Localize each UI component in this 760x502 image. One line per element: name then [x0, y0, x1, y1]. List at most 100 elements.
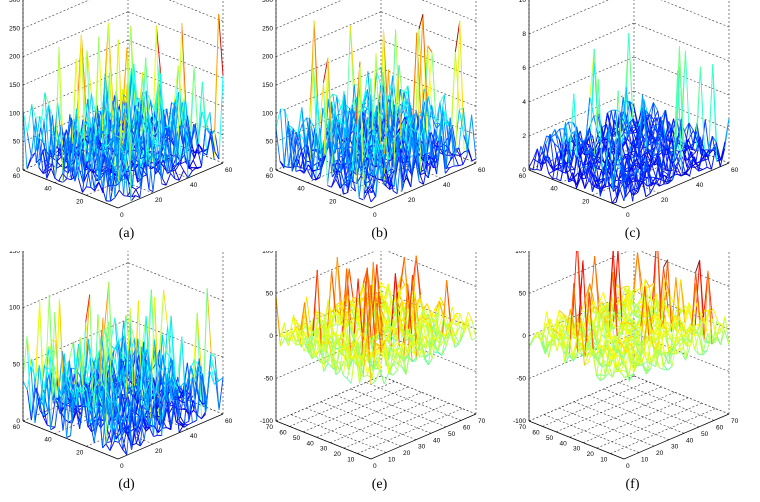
surface-line	[126, 84, 132, 201]
surface-line	[210, 354, 216, 372]
surface-line	[361, 90, 367, 105]
surface-line	[40, 365, 45, 401]
surface-line	[451, 125, 457, 150]
x-tick-label: 0	[120, 212, 124, 219]
surface-line	[75, 59, 81, 145]
surface-line	[688, 122, 694, 144]
surface-line	[114, 440, 119, 443]
surface-line	[467, 150, 473, 161]
surface-line	[56, 165, 61, 169]
surface-line	[110, 358, 116, 377]
surface-line	[127, 398, 132, 450]
surface-line	[580, 165, 585, 170]
surface-line	[151, 165, 156, 170]
surface-line	[123, 398, 129, 424]
surface-line	[327, 139, 333, 177]
surface-line	[612, 171, 617, 197]
surface-line	[462, 155, 468, 165]
surface-line	[164, 126, 169, 129]
surface-line	[83, 400, 89, 426]
surface-line	[393, 136, 399, 187]
surface-line	[59, 298, 64, 388]
surface-line	[174, 170, 180, 181]
z-tick-label: 0	[269, 167, 273, 174]
surface-line	[50, 149, 56, 178]
surface-line	[297, 107, 303, 138]
surface-line	[303, 139, 309, 171]
surface-line	[78, 129, 84, 167]
surface-line	[545, 156, 550, 158]
surface-line	[148, 408, 154, 427]
surface-line	[124, 173, 129, 182]
surface-line	[77, 407, 82, 412]
surface-line	[122, 426, 128, 434]
surface-line	[48, 106, 54, 154]
surface-line	[58, 180, 64, 183]
surface-plot-d: 0 20 40 60 20 40 60 0 50 100 150 (d)	[0, 251, 253, 502]
surface-line	[185, 101, 191, 161]
surface-line	[311, 178, 317, 181]
surface-line	[62, 373, 67, 438]
surface-line	[187, 382, 193, 423]
surface-line	[287, 125, 293, 131]
surface-line	[699, 136, 705, 161]
surface-line	[400, 135, 406, 156]
surface-line	[299, 169, 305, 174]
surface-line	[561, 122, 566, 172]
surface-line	[589, 151, 595, 173]
surface-line	[707, 156, 712, 170]
surface-line	[648, 114, 654, 124]
surface-line	[179, 99, 185, 126]
surface-line	[157, 128, 163, 184]
surface-line	[113, 412, 119, 430]
surface-line	[134, 410, 140, 417]
surface-line	[139, 140, 144, 147]
z-tick-label: 2	[522, 133, 526, 140]
surface-line	[171, 375, 177, 388]
surface-line	[42, 149, 48, 179]
surface-line	[387, 125, 392, 172]
surface-line	[552, 153, 558, 172]
surface-line	[132, 393, 138, 435]
grid-line	[22, 262, 129, 308]
surface-line	[420, 119, 426, 169]
surface-line	[47, 133, 52, 164]
surface-line	[166, 315, 172, 394]
grid-line	[421, 0, 477, 22]
surface-line	[454, 155, 459, 166]
surface-line	[463, 149, 469, 153]
surface-line	[655, 182, 660, 187]
surface-line	[148, 189, 154, 193]
surface-line	[612, 154, 618, 191]
surface-line	[349, 127, 355, 162]
surface-line	[275, 108, 281, 129]
surface-line	[213, 380, 219, 385]
surface-line	[135, 195, 141, 199]
surface-line	[565, 122, 570, 169]
surface-line	[418, 14, 424, 116]
surface-line	[325, 119, 331, 155]
surface-line	[458, 147, 464, 165]
surface-line	[166, 427, 171, 430]
surface-line	[577, 156, 582, 160]
surface-line	[592, 185, 598, 189]
surface-line	[118, 335, 124, 343]
surface-line	[645, 116, 650, 134]
surface-line	[380, 116, 386, 159]
surface-line	[214, 14, 220, 131]
y-tick-label: 60	[13, 173, 21, 180]
surface-line	[658, 136, 664, 152]
surface-line	[43, 412, 49, 418]
surface-line	[135, 186, 141, 190]
surface-line	[58, 173, 63, 182]
surface-line	[109, 72, 114, 125]
y-tick-label: 60	[519, 173, 527, 180]
surface-line	[532, 148, 538, 170]
surface-line	[74, 350, 80, 398]
surface-line	[89, 163, 95, 189]
surface-line	[350, 143, 356, 188]
surface-line	[201, 413, 206, 420]
surface-line	[187, 170, 193, 178]
surface-line	[333, 160, 338, 173]
surface-line	[667, 153, 673, 184]
